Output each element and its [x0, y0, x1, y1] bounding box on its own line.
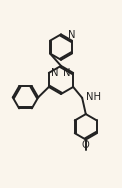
- Text: N: N: [51, 68, 59, 78]
- Text: NH: NH: [86, 92, 101, 102]
- Text: N: N: [63, 68, 71, 78]
- Text: O: O: [82, 140, 90, 150]
- Text: N: N: [68, 30, 75, 40]
